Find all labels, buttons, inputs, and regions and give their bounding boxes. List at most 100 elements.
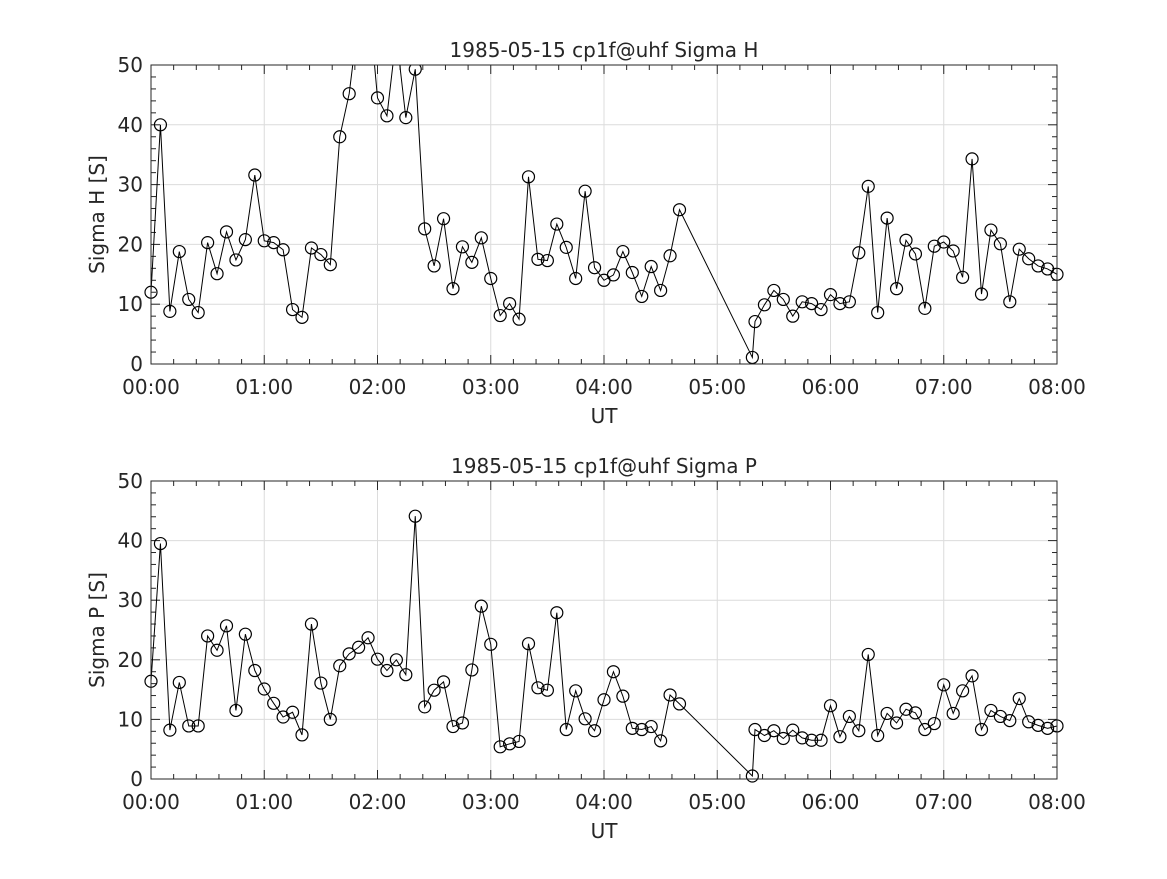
data-point (823, 288, 838, 302)
data-point (257, 682, 271, 696)
data-point (889, 282, 904, 296)
data-point (314, 676, 328, 690)
data-point (1031, 718, 1045, 732)
data-point (295, 310, 309, 324)
data-point (238, 233, 252, 247)
data-point (776, 731, 790, 746)
data-point (1040, 721, 1055, 735)
data-point (946, 706, 960, 721)
data-point (465, 663, 479, 677)
data-point (823, 699, 838, 713)
data-point (956, 684, 970, 698)
data-point (418, 222, 432, 236)
data-point (295, 728, 309, 742)
x-tick-label: 01:00 (235, 375, 293, 399)
data-point (493, 740, 507, 754)
data-point (654, 283, 668, 298)
data-point (248, 168, 262, 182)
data-point (304, 617, 319, 631)
data-point (399, 668, 413, 682)
data-point (880, 211, 894, 225)
y-tick-label: 40 (118, 113, 143, 137)
data-point (229, 703, 243, 718)
data-point (918, 722, 932, 737)
data-point (597, 693, 611, 707)
data-point (786, 309, 800, 323)
data-point (408, 509, 422, 523)
x-tick-label: 08:00 (1028, 375, 1086, 399)
data-point (153, 536, 168, 551)
data-point (757, 298, 772, 312)
data-point (191, 719, 205, 733)
x-tick-label: 05:00 (688, 790, 746, 814)
data-point (172, 244, 186, 259)
data-point (927, 716, 941, 731)
data-point (1012, 691, 1026, 706)
x-tick-label: 04:00 (575, 375, 633, 399)
data-point (201, 629, 215, 643)
data-point (871, 305, 885, 320)
x-tick-label: 00:00 (122, 790, 180, 814)
axes-box (150, 480, 1058, 780)
data-point (285, 705, 300, 719)
data-point (238, 627, 252, 641)
data-point (436, 675, 451, 689)
data-point (503, 737, 517, 751)
data-point (663, 249, 677, 263)
data-point (880, 706, 894, 721)
data-point (370, 91, 385, 105)
y-tick-label: 10 (118, 292, 143, 316)
chart-sigma-p: 00:00 01:00 02:00 03:00 04:00 05:00 06:00 07:00… (85, 454, 1086, 843)
data-point (937, 678, 951, 692)
x-tick-label: 03:00 (462, 375, 520, 399)
data-point (446, 719, 460, 734)
data-layer (144, 65, 1064, 365)
data-point (833, 730, 847, 744)
data-point (654, 734, 668, 748)
data-point (663, 688, 677, 702)
data-point (304, 241, 319, 255)
data-point (342, 87, 356, 101)
data-point (163, 723, 177, 737)
data-point (182, 719, 196, 733)
chart-title: 1985-05-15 cp1f@uhf Sigma P (451, 454, 757, 478)
data-point (248, 663, 262, 678)
y-tick-label: 20 (118, 232, 143, 256)
data-point (748, 314, 762, 329)
data-point (635, 722, 649, 737)
data-point (257, 234, 271, 248)
data-point (427, 259, 441, 273)
data-point (512, 312, 526, 326)
y-tick-label: 30 (118, 588, 143, 612)
data-point (219, 619, 234, 633)
data-point (436, 212, 451, 226)
data-point (1022, 252, 1036, 266)
data-point (418, 700, 432, 714)
data-point (455, 240, 470, 254)
data-point (446, 282, 460, 296)
series-line (150, 516, 1058, 778)
data-point (1022, 715, 1036, 729)
data-point (559, 240, 573, 254)
data-point (625, 265, 639, 280)
data-point (267, 696, 281, 710)
data-point (587, 261, 602, 275)
data-point (814, 302, 828, 317)
data-point (474, 599, 488, 613)
data-point (974, 722, 989, 737)
y-tick-label: 10 (118, 707, 143, 731)
data-point (267, 236, 281, 250)
data-point (484, 271, 498, 286)
data-point (276, 243, 290, 257)
data-point (965, 152, 979, 166)
data-point (767, 724, 781, 738)
data-point (956, 270, 970, 284)
x-tick-label: 06:00 (802, 375, 860, 399)
data-point (333, 659, 347, 673)
data-point (861, 647, 875, 662)
x-tick-label: 06:00 (802, 790, 860, 814)
data-point (635, 289, 649, 304)
data-point (493, 308, 507, 323)
y-tick-label: 20 (118, 648, 143, 672)
